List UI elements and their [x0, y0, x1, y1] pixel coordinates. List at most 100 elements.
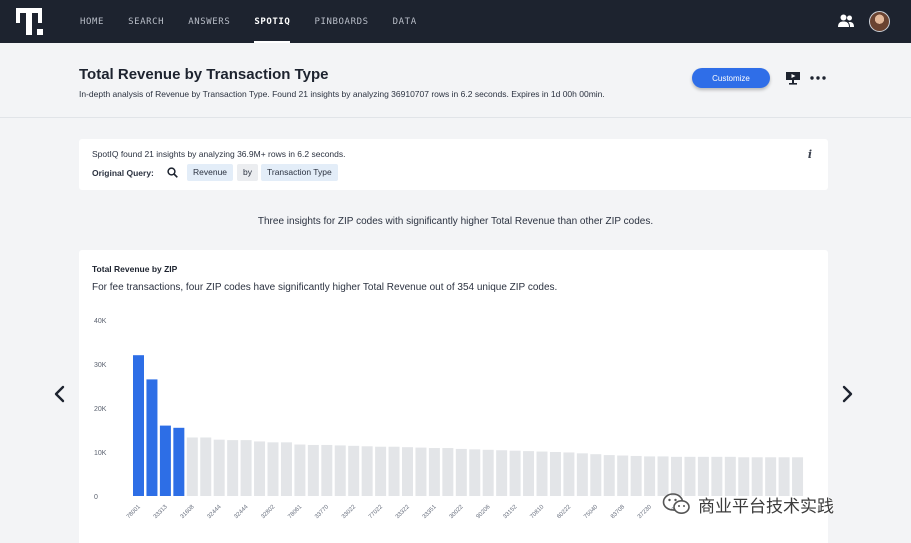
nav-item-data[interactable]: DATA: [392, 17, 417, 27]
x-tick-label: 78001: [126, 504, 143, 521]
chart-bar[interactable]: [792, 457, 804, 496]
x-tick-label: 33351: [422, 504, 439, 521]
chart-bar[interactable]: [644, 456, 656, 496]
x-tick-label: 30022: [449, 504, 466, 521]
nav-menu: HOME SEARCH ANSWERS SPOTIQ PINBOARDS DATA: [80, 0, 441, 43]
chart-bar[interactable]: [751, 457, 763, 496]
nav-item-home[interactable]: HOME: [80, 17, 105, 27]
chart-bar[interactable]: [590, 454, 602, 496]
insights-found-text: SpotIQ found 21 insights by analyzing 36…: [92, 149, 346, 159]
page-header: Total Revenue by Transaction Type In-dep…: [0, 43, 911, 118]
query-token-revenue[interactable]: Revenue: [187, 164, 234, 181]
x-tick-label: 33322: [395, 504, 412, 521]
user-avatar[interactable]: [869, 11, 890, 32]
chart-bar[interactable]: [173, 427, 185, 496]
search-icon: [167, 167, 178, 178]
chart-bar[interactable]: [630, 455, 642, 496]
nav-item-pinboards[interactable]: PINBOARDS: [314, 17, 369, 27]
chart-bar[interactable]: [697, 456, 709, 496]
chart-bar[interactable]: [738, 457, 750, 496]
x-tick-label: 83708: [610, 504, 627, 521]
nav-item-spotiq[interactable]: SPOTIQ: [254, 0, 291, 43]
x-tick-label: 77022: [368, 504, 385, 521]
y-tick-label: 10K: [94, 450, 107, 457]
chart-bar[interactable]: [536, 451, 548, 496]
y-tick-label: 30K: [94, 362, 107, 369]
chart-bar[interactable]: [146, 379, 158, 496]
nav-item-answers[interactable]: ANSWERS: [188, 17, 231, 27]
chart-bar[interactable]: [711, 456, 723, 496]
chart-bar[interactable]: [227, 440, 239, 496]
chart-bar[interactable]: [765, 457, 777, 496]
info-icon[interactable]: i: [807, 148, 813, 161]
original-query-label: Original Query:: [92, 168, 154, 178]
chart-bar[interactable]: [280, 442, 292, 496]
previous-insight-arrow-icon[interactable]: [53, 385, 67, 403]
x-tick-label: 33313: [153, 504, 170, 521]
top-nav: HOME SEARCH ANSWERS SPOTIQ PINBOARDS DATA: [0, 0, 911, 43]
chart-bar[interactable]: [576, 453, 588, 496]
insight-description: For fee transactions, four ZIP codes hav…: [92, 282, 558, 293]
chart-bar[interactable]: [186, 437, 198, 496]
chart-bar[interactable]: [348, 445, 360, 496]
chart-bar[interactable]: [307, 444, 319, 496]
chart-bar[interactable]: [563, 452, 575, 496]
x-tick-label: 90206: [476, 504, 493, 521]
chart-bar[interactable]: [388, 446, 400, 496]
page-title: Total Revenue by Transaction Type: [79, 66, 329, 83]
chart-bar[interactable]: [159, 425, 171, 496]
chart-bar[interactable]: [671, 456, 682, 496]
more-options-icon[interactable]: [810, 71, 826, 85]
users-icon[interactable]: [838, 14, 854, 28]
x-tick-label: 32444: [233, 504, 250, 521]
chart-bar[interactable]: [415, 447, 427, 496]
query-token-transaction-type[interactable]: Transaction Type: [261, 164, 338, 181]
chart-bar[interactable]: [294, 444, 306, 496]
chart-bar[interactable]: [240, 440, 252, 496]
chart-bar[interactable]: [549, 452, 561, 496]
chart-bar[interactable]: [213, 439, 225, 496]
chart-bar[interactable]: [603, 455, 615, 496]
x-tick-label: 70810: [529, 504, 546, 521]
next-insight-arrow-icon[interactable]: [840, 385, 854, 403]
chart-bar[interactable]: [684, 456, 696, 496]
chart-bar[interactable]: [482, 449, 494, 496]
chart-bar[interactable]: [617, 455, 629, 496]
chart-bar[interactable]: [200, 437, 212, 496]
chart-bar[interactable]: [375, 446, 387, 496]
chart-bar[interactable]: [469, 449, 481, 496]
chart-bar[interactable]: [334, 445, 346, 496]
customize-button[interactable]: Customize: [692, 68, 770, 88]
insight-card: Total Revenue by ZIP For fee transaction…: [79, 250, 828, 543]
chart-bar[interactable]: [523, 451, 535, 496]
query-token-by[interactable]: by: [237, 164, 258, 181]
chart-bar[interactable]: [361, 446, 373, 496]
insight-summary-text: Three insights for ZIP codes with signif…: [257, 216, 654, 227]
chart-bar[interactable]: [428, 448, 440, 496]
watermark: 商业平台技术实践: [662, 490, 834, 518]
x-tick-label: 60222: [556, 504, 573, 521]
nav-item-search[interactable]: SEARCH: [128, 17, 165, 27]
chart-bar[interactable]: [267, 442, 279, 496]
chart-bar[interactable]: [133, 355, 144, 496]
chart-bar[interactable]: [321, 444, 333, 496]
chart-bar[interactable]: [254, 441, 266, 496]
chart-bar[interactable]: [496, 450, 508, 496]
thoughtspot-logo-icon[interactable]: [16, 8, 46, 36]
revenue-by-zip-bar-chart: 0 10K 20K 30K 40K 78001 33313 31608 32444 32444 32…: [94, 318, 804, 521]
x-tick-label: 32444: [207, 504, 224, 521]
chart-bar[interactable]: [724, 456, 736, 496]
chart-bar[interactable]: [657, 456, 669, 496]
chart-bar[interactable]: [778, 457, 790, 496]
chart-bar[interactable]: [442, 448, 454, 496]
x-tick-label: 37230: [637, 504, 654, 521]
chart-bar[interactable]: [402, 447, 413, 496]
y-tick-label: 40K: [94, 318, 107, 325]
chart-bar[interactable]: [509, 450, 521, 496]
x-tick-label: 78061: [287, 504, 304, 521]
x-tick-label: 31608: [180, 504, 197, 521]
query-summary-card: SpotIQ found 21 insights by analyzing 36…: [79, 139, 828, 190]
chart-bar[interactable]: [455, 448, 467, 496]
present-icon[interactable]: [786, 71, 800, 85]
x-tick-label: 33022: [341, 504, 358, 521]
